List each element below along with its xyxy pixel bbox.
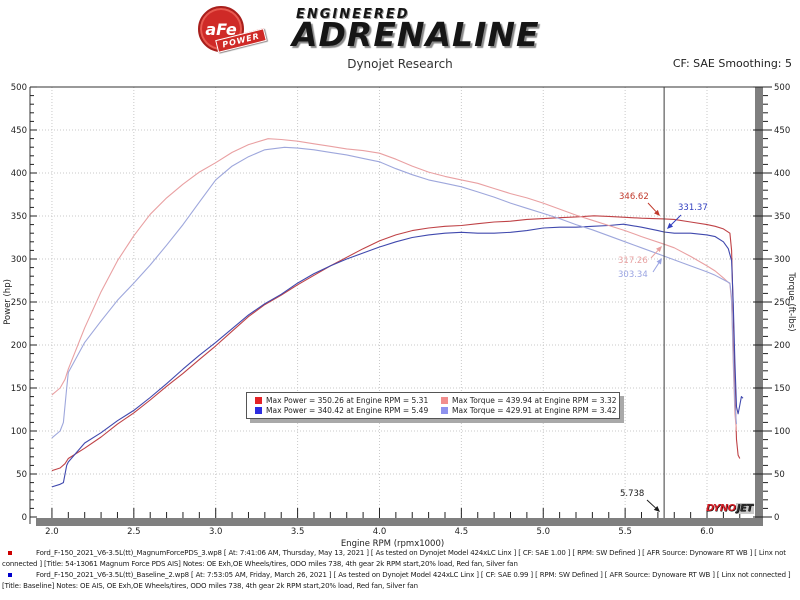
cursor-value-annotations: 346.62 331.37 317.26 303.34 5.738 bbox=[618, 192, 708, 512]
svg-text:4.0: 4.0 bbox=[373, 527, 387, 537]
svg-text:450: 450 bbox=[11, 126, 27, 136]
svg-text:2.5: 2.5 bbox=[127, 527, 141, 537]
svg-text:300: 300 bbox=[11, 255, 27, 265]
svg-text:Power (hp): Power (hp) bbox=[3, 279, 13, 325]
dynojet-research-title: Dynojet Research bbox=[347, 57, 453, 71]
legend-entry-power-baseline: Max Power = 340.42 at Engine RPM = 5.49 bbox=[247, 406, 433, 415]
afe-circle-text: aFe bbox=[205, 19, 237, 39]
svg-text:2.0: 2.0 bbox=[45, 527, 59, 537]
dyno-curves bbox=[51, 138, 744, 488]
run-bullet-red bbox=[8, 551, 12, 555]
svg-text:5.5: 5.5 bbox=[618, 527, 632, 537]
gridlines bbox=[30, 87, 755, 517]
afe-brand-logo: aFe POWER ENGINEERED ADRENALINE bbox=[198, 4, 598, 54]
svg-text:350: 350 bbox=[11, 212, 27, 222]
svg-text:303.34: 303.34 bbox=[618, 270, 648, 280]
svg-text:50: 50 bbox=[774, 470, 785, 480]
svg-text:500: 500 bbox=[11, 83, 27, 93]
svg-text:250: 250 bbox=[11, 298, 27, 308]
svg-text:317.26: 317.26 bbox=[618, 256, 648, 266]
svg-text:200: 200 bbox=[774, 341, 790, 351]
legend-swatch-pink bbox=[441, 397, 448, 404]
legend-label: Max Power = 350.26 at Engine RPM = 5.31 bbox=[266, 396, 429, 405]
svg-text:400: 400 bbox=[774, 169, 790, 179]
svg-text:450: 450 bbox=[774, 126, 790, 136]
legend-swatch-lightblue bbox=[441, 407, 448, 414]
legend-box: Max Power = 350.26 at Engine RPM = 5.31 … bbox=[246, 392, 620, 419]
svg-text:5.738: 5.738 bbox=[620, 489, 644, 499]
dynojet-logo-dyno: DYNO bbox=[706, 503, 736, 514]
svg-text:3.0: 3.0 bbox=[209, 527, 223, 537]
run-info-magnumforce: Ford_F-150_2021_V6-3.5L(tt)_MagnumForceP… bbox=[2, 548, 798, 569]
axis-titles: Power (hp) Torque (ft-lbs) Engine RPM (rpm… bbox=[3, 271, 796, 549]
brand-engineered-text: ENGINEERED bbox=[296, 7, 410, 22]
svg-text:400: 400 bbox=[11, 169, 27, 179]
svg-text:4.5: 4.5 bbox=[455, 527, 469, 537]
svg-text:6.0: 6.0 bbox=[700, 527, 714, 537]
legend-label: Max Torque = 429.91 at Engine RPM = 3.42 bbox=[452, 406, 617, 415]
svg-text:0: 0 bbox=[774, 513, 779, 523]
legend-entry-power-magnumforce: Max Power = 350.26 at Engine RPM = 5.31 bbox=[247, 396, 433, 405]
svg-text:350: 350 bbox=[774, 212, 790, 222]
run-info-baseline: Ford_F-150_2021_V6-3.5L(tt)_Baseline_2.w… bbox=[2, 570, 798, 591]
svg-text:250: 250 bbox=[774, 298, 790, 308]
brand-adrenaline-text: ADRENALINE bbox=[292, 15, 540, 54]
run-bullet-blue bbox=[8, 573, 12, 577]
svg-text:346.62: 346.62 bbox=[619, 192, 649, 202]
svg-text:Engine RPM (rpmx1000): Engine RPM (rpmx1000) bbox=[341, 539, 444, 549]
legend-swatch-blue bbox=[255, 407, 262, 414]
y-axis-ticks: 0 0 50 50 100 100 150 150 200 200 250 250 300 300 350 3… bbox=[11, 83, 790, 523]
dynojet-logo: DYNOJET bbox=[706, 503, 754, 514]
legend-label: Max Power = 340.42 at Engine RPM = 5.49 bbox=[266, 406, 429, 415]
svg-text:50: 50 bbox=[16, 470, 27, 480]
svg-text:0: 0 bbox=[22, 513, 27, 523]
svg-text:100: 100 bbox=[11, 427, 27, 437]
svg-text:Torque (ft-lbs): Torque (ft-lbs) bbox=[786, 271, 796, 331]
legend-swatch-red bbox=[255, 397, 262, 404]
run-info-text: Ford_F-150_2021_V6-3.5L(tt)_MagnumForceP… bbox=[2, 549, 786, 568]
svg-text:100: 100 bbox=[774, 427, 790, 437]
svg-text:500: 500 bbox=[774, 83, 790, 93]
svg-text:3.5: 3.5 bbox=[291, 527, 305, 537]
svg-text:150: 150 bbox=[774, 384, 790, 394]
axis-frame bbox=[29, 86, 763, 526]
svg-text:200: 200 bbox=[11, 341, 27, 351]
run-info-text: Ford_F-150_2021_V6-3.5L(tt)_Baseline_2.w… bbox=[2, 571, 791, 590]
svg-text:5.0: 5.0 bbox=[536, 527, 550, 537]
run-info-footer: Ford_F-150_2021_V6-3.5L(tt)_MagnumForceP… bbox=[2, 548, 798, 592]
svg-text:331.37: 331.37 bbox=[678, 203, 708, 213]
x-axis-ticks: 2.0 2.5 3.0 3.5 4.0 4.5 5.0 5.5 6.0 bbox=[45, 508, 741, 537]
dynojet-logo-jet: JET bbox=[735, 503, 754, 514]
cf-smoothing-label: CF: SAE Smoothing: 5 bbox=[672, 57, 792, 70]
svg-text:300: 300 bbox=[774, 255, 790, 265]
svg-text:150: 150 bbox=[11, 384, 27, 394]
legend-label: Max Torque = 439.94 at Engine RPM = 3.32 bbox=[452, 396, 617, 405]
legend-entry-torque-magnumforce: Max Torque = 439.94 at Engine RPM = 3.32 bbox=[433, 396, 619, 405]
legend-entry-torque-baseline: Max Torque = 429.91 at Engine RPM = 3.42 bbox=[433, 406, 619, 415]
